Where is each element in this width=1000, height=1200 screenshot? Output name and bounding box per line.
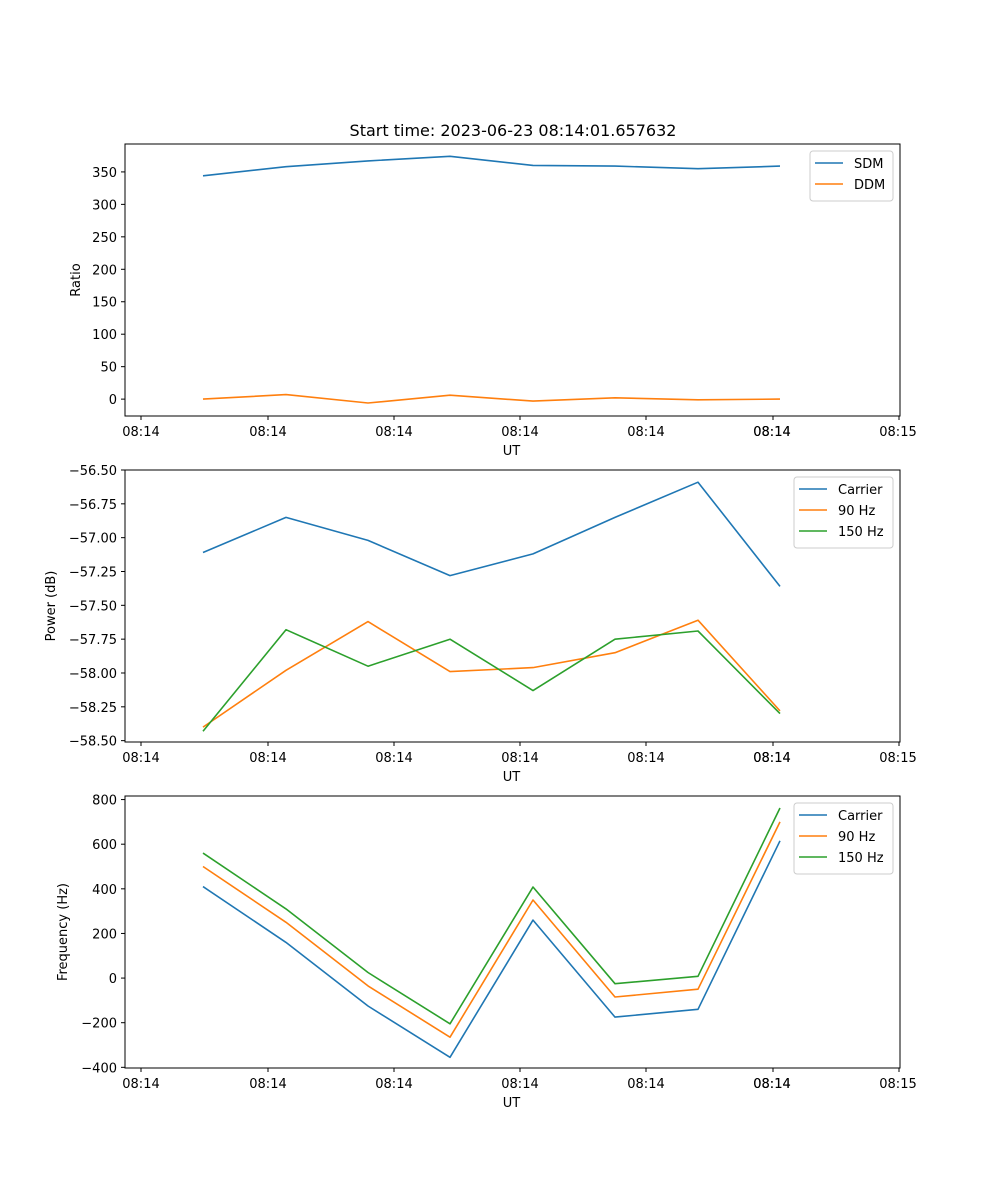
x-tick-label: 08:14 [627,751,664,766]
y-tick-label: 400 [92,883,117,898]
legend-label: 150 Hz [838,851,884,866]
series-line-carrier [202,840,781,1059]
axes-frame [124,143,901,417]
legend-label: 90 Hz [838,504,875,519]
y-tick-label: −57.25 [69,565,117,580]
x-tick-label: 08:14 [753,425,790,440]
x-axis-label: UT [503,770,521,785]
axes-frame [124,795,901,1069]
y-tick-label: −58.50 [69,735,117,750]
legend: Carrier 90 Hz 150 Hz [793,476,894,549]
x-tick-label: 08:14 [501,751,538,766]
legend-label: Carrier [838,483,883,498]
y-tick-label: 250 [92,231,117,246]
y-tick-label: 200 [92,263,117,278]
legend-label: 150 Hz [838,525,884,540]
y-axis-label: Frequency (Hz) [56,883,71,981]
x-axis-label: UT [503,1096,521,1111]
y-axis-label: Power (dB) [44,571,59,642]
x-tick-label: 08:14 [249,751,286,766]
legend: Carrier 90 Hz 150 Hz [793,802,894,875]
legend-label: 90 Hz [838,830,875,845]
y-ticks: −58.50 −58.25 −58.00 −57.75 −57.50 −57.25 −57.… [69,464,125,750]
y-axis-label: Ratio [69,263,84,296]
series-line-150-hz [202,628,781,732]
x-tick-label: 08:14 [249,425,286,440]
x-tick-label: 08:14 [122,425,159,440]
legend: SDM DDM [809,150,894,202]
x-tick-label: 08:15 [879,425,916,440]
x-tick-label: 08:14 [753,425,790,440]
x-tick-label: 08:14 [753,1077,790,1092]
y-tick-label: −200 [81,1017,117,1032]
y-tick-label: −400 [81,1061,117,1076]
y-tick-label: 150 [92,296,117,311]
y-tick-label: −57.75 [69,633,117,648]
y-tick-label: −57.50 [69,599,117,614]
y-tick-label: 300 [92,198,117,213]
legend-label: Carrier [838,809,883,824]
legend-label: DDM [854,178,885,193]
legend-label: SDM [854,157,883,172]
x-tick-label: 08:14 [375,751,412,766]
series-line-carrier [202,481,781,587]
x-tick-label: 08:14 [249,1077,286,1092]
y-tick-label: 350 [92,166,117,181]
x-tick-label: 08:14 [501,1077,538,1092]
y-tick-label: −57.00 [69,532,117,547]
series-line-90-hz [202,821,781,1038]
y-tick-label: 800 [92,794,117,809]
x-tick-label: 08:14 [375,1077,412,1092]
series-line-150-hz [202,807,781,1025]
series-line-sdm [202,155,781,177]
x-tick-label: 08:15 [879,1077,916,1092]
y-tick-label: −56.75 [69,498,117,513]
y-ticks: −400 −200 0 200 400 600 800 [81,794,125,1076]
y-tick-label: −58.00 [69,667,117,682]
y-tick-label: 600 [92,838,117,853]
x-tick-label: 08:14 [753,751,790,766]
axes-frame [124,469,901,743]
x-tick-label: 08:14 [122,1077,159,1092]
x-tick-label: 08:14 [122,751,159,766]
series-line-90-hz [202,619,781,728]
y-tick-label: −56.50 [69,464,117,479]
series-line-ddm [202,393,781,404]
x-tick-label: 08:14 [627,425,664,440]
y-tick-label: −58.25 [69,701,117,716]
y-tick-label: 200 [92,927,117,942]
x-tick-label: 08:14 [753,751,790,766]
x-axis-label: UT [503,444,521,459]
y-tick-label: 50 [100,361,117,376]
chart-title: Start time: 2023-06-23 08:14:01.657632 [350,121,677,140]
y-ticks: 0 50 100 150 200 250 300 350 [92,166,125,408]
y-tick-label: 0 [109,972,117,987]
y-tick-label: 100 [92,328,117,343]
x-tick-label: 08:14 [501,425,538,440]
x-tick-label: 08:14 [375,425,412,440]
y-tick-label: 0 [109,393,117,408]
x-tick-label: 08:14 [753,1077,790,1092]
x-tick-label: 08:15 [879,751,916,766]
x-tick-label: 08:14 [627,1077,664,1092]
